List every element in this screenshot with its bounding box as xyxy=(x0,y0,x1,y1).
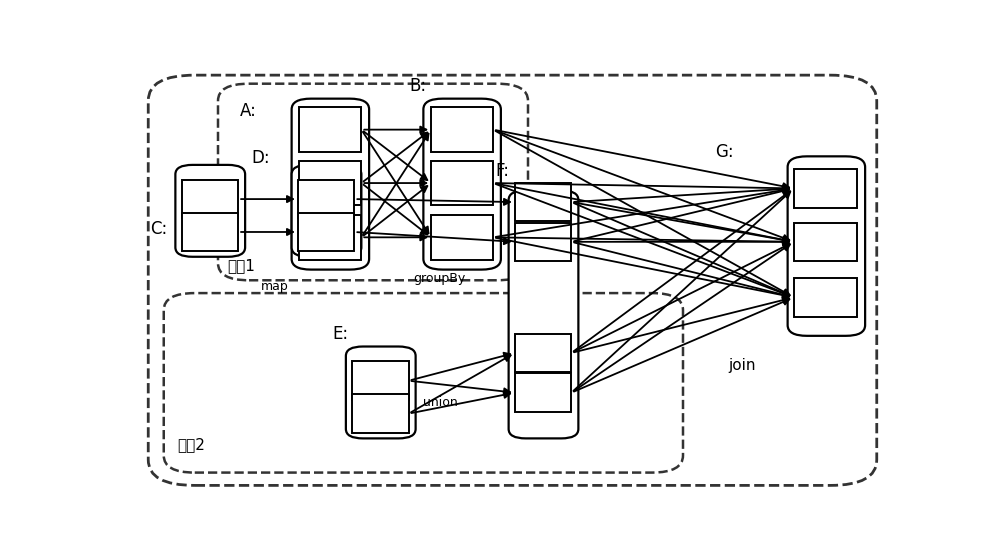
Text: map: map xyxy=(261,280,288,293)
Bar xyxy=(352,395,409,433)
FancyBboxPatch shape xyxy=(292,99,369,270)
Bar xyxy=(794,223,857,261)
Text: E:: E: xyxy=(333,325,349,342)
Bar xyxy=(352,361,409,400)
Text: join: join xyxy=(728,358,755,374)
Bar xyxy=(431,107,493,152)
Text: G:: G: xyxy=(716,143,734,161)
Bar xyxy=(515,223,571,261)
Bar xyxy=(299,160,361,205)
Text: 阶段1: 阶段1 xyxy=(227,258,255,273)
Bar xyxy=(298,213,354,251)
Bar xyxy=(298,180,354,218)
Text: groupBy: groupBy xyxy=(413,271,466,285)
Bar xyxy=(182,180,238,218)
Bar xyxy=(794,278,857,316)
Text: D:: D: xyxy=(251,149,270,168)
Bar xyxy=(182,213,238,251)
Text: union: union xyxy=(423,396,458,408)
Text: B:: B: xyxy=(409,77,427,95)
Text: C:: C: xyxy=(150,220,167,238)
FancyBboxPatch shape xyxy=(788,157,865,336)
FancyBboxPatch shape xyxy=(509,190,578,438)
Bar xyxy=(515,183,571,221)
Text: F:: F: xyxy=(495,162,509,180)
FancyBboxPatch shape xyxy=(346,346,416,438)
Bar xyxy=(794,169,857,208)
Bar xyxy=(431,215,493,260)
FancyBboxPatch shape xyxy=(423,99,501,270)
Text: A:: A: xyxy=(240,103,257,120)
Text: 阶段2: 阶段2 xyxy=(178,437,206,452)
Bar xyxy=(515,334,571,372)
FancyBboxPatch shape xyxy=(175,165,245,257)
Bar xyxy=(299,107,361,152)
Bar xyxy=(299,215,361,260)
Bar xyxy=(515,374,571,412)
Bar xyxy=(431,160,493,205)
FancyBboxPatch shape xyxy=(292,165,361,257)
